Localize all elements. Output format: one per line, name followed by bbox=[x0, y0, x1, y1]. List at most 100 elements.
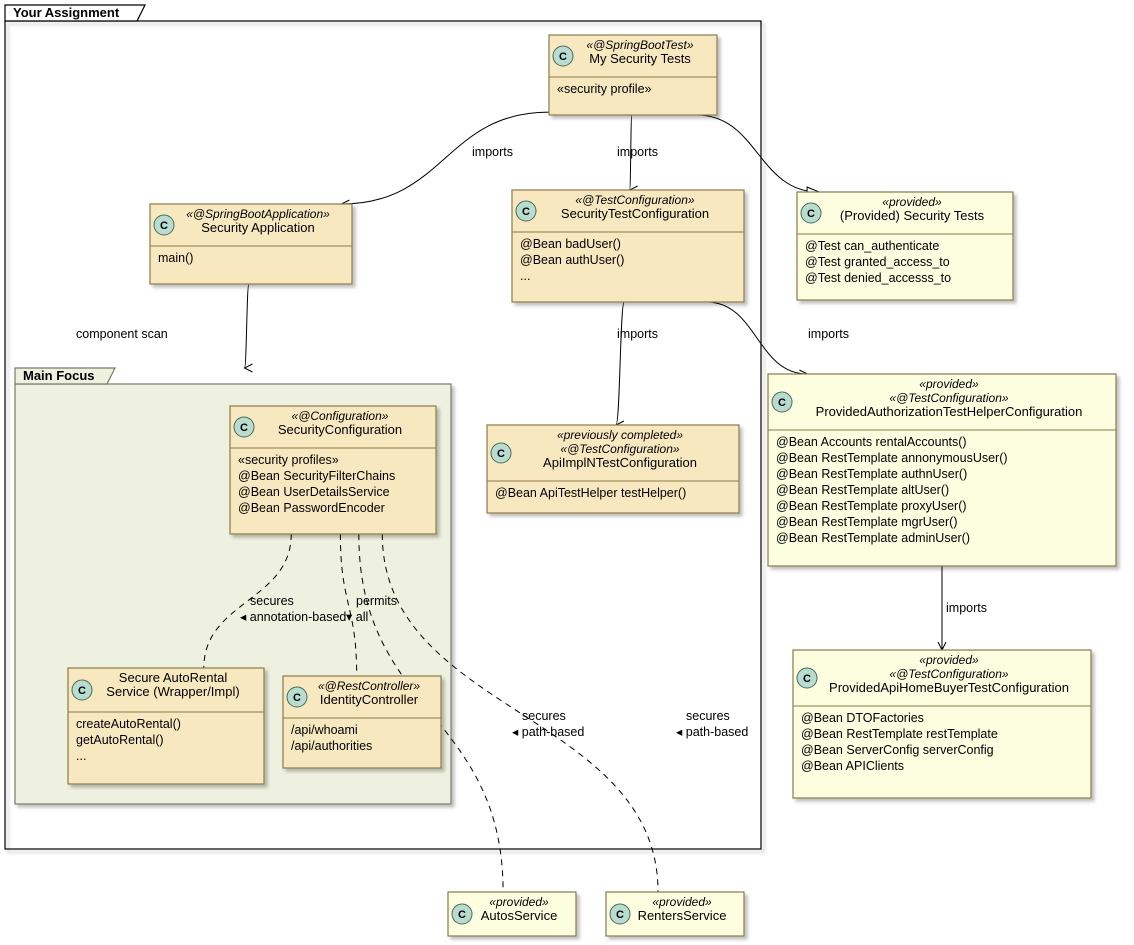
svg-text:◂ path-based: ◂ path-based bbox=[512, 725, 584, 739]
uml-diagram: Your Assignment Main Focus C «@SpringBootT… bbox=[0, 0, 1134, 945]
class-member: @Bean PasswordEncoder bbox=[238, 501, 385, 515]
class-securityApplication: C «@SpringBootApplication»Security Applic… bbox=[150, 204, 352, 284]
class-name: SecurityTestConfiguration bbox=[561, 206, 709, 221]
svg-text:C: C bbox=[807, 208, 815, 220]
edge-label: imports bbox=[617, 145, 658, 159]
svg-text:C: C bbox=[803, 673, 811, 685]
stereotype: «@TestConfiguration» bbox=[560, 442, 679, 456]
edge-label: secures bbox=[250, 594, 294, 608]
svg-text:◂ annotation-based: ◂ annotation-based bbox=[240, 610, 346, 624]
class-name: AutosService bbox=[481, 908, 558, 923]
class-member: @Bean Accounts rentalAccounts() bbox=[776, 435, 967, 449]
stereotype: «provided» bbox=[919, 653, 979, 667]
class-member: getAutoRental() bbox=[76, 733, 164, 747]
class-securityConfiguration: C «@Configuration»SecurityConfiguration «s… bbox=[230, 406, 436, 534]
stereotype: «provided» bbox=[919, 377, 979, 391]
stereotype: «@TestConfiguration» bbox=[575, 193, 694, 207]
edge-label: imports bbox=[472, 145, 513, 159]
svg-text:C: C bbox=[497, 448, 505, 460]
svg-text:▾ all: ▾ all bbox=[346, 610, 368, 624]
class-identityController: C «@RestController»IdentityController/api… bbox=[283, 676, 441, 768]
svg-text:C: C bbox=[458, 909, 466, 921]
class-secureAutoRental: C Secure AutoRentalService (Wrapper/Impl)… bbox=[68, 668, 264, 784]
class-member: @Bean RestTemplate authnUser() bbox=[776, 467, 967, 481]
class-member: @Test can_authenticate bbox=[805, 239, 939, 253]
class-rentersService: C «provided»RentersService bbox=[606, 892, 744, 936]
edge-label: imports bbox=[617, 327, 658, 341]
class-member: ... bbox=[520, 269, 530, 283]
svg-text:C: C bbox=[160, 220, 168, 232]
svg-text:C: C bbox=[240, 422, 248, 434]
svg-text:C: C bbox=[78, 685, 86, 697]
frame-label: Main Focus bbox=[23, 368, 95, 383]
class-member: @Bean RestTemplate restTemplate bbox=[801, 727, 998, 741]
stereotype: «@RestController» bbox=[318, 679, 421, 693]
class-name: IdentityController bbox=[320, 692, 419, 707]
class-providedApiHomeBuyer: C «provided»«@TestConfiguration»ProvidedA… bbox=[793, 650, 1091, 798]
class-member: @Bean authUser() bbox=[520, 253, 624, 267]
class-name: Secure AutoRental bbox=[119, 670, 228, 685]
svg-text:C: C bbox=[293, 692, 301, 704]
class-name: RentersService bbox=[638, 908, 727, 923]
stereotype: «@SpringBootApplication» bbox=[186, 207, 330, 221]
class-member: @Bean SecurityFilterChains bbox=[238, 469, 395, 483]
edge bbox=[697, 115, 819, 192]
svg-text:C: C bbox=[616, 909, 624, 921]
class-securityTestConfiguration: C «@TestConfiguration»SecurityTestConfigu… bbox=[512, 190, 744, 302]
class-name: My Security Tests bbox=[589, 51, 691, 66]
class-member: @Bean RestTemplate mgrUser() bbox=[776, 515, 958, 529]
class-member: @Bean ServerConfig serverConfig bbox=[801, 743, 994, 757]
class-member: «security profiles» bbox=[238, 453, 339, 467]
class-member: main() bbox=[158, 251, 193, 265]
edge-label: component scan bbox=[76, 327, 168, 341]
stereotype: «@SpringBootTest» bbox=[586, 38, 693, 52]
class-member: @Bean ApiTestHelper testHelper() bbox=[495, 486, 686, 500]
class-name: Security Application bbox=[201, 220, 314, 235]
frame-label: Your Assignment bbox=[13, 5, 120, 20]
class-mySecurityTests: C «@SpringBootTest»My Security Tests «secu… bbox=[549, 35, 717, 115]
class-member: ... bbox=[76, 749, 86, 763]
class-apiImplNTestConfiguration: C «previously completed»«@TestConfigurati… bbox=[487, 425, 739, 513]
class-member: @Bean RestTemplate altUser() bbox=[776, 483, 949, 497]
class-name: ProvidedApiHomeBuyerTestConfiguration bbox=[829, 680, 1069, 695]
class-member: createAutoRental() bbox=[76, 717, 181, 731]
class-name: SecurityConfiguration bbox=[278, 422, 402, 437]
stereotype: «provided» bbox=[882, 195, 942, 209]
edge-label: imports bbox=[946, 601, 987, 615]
class-member: «security profile» bbox=[557, 82, 652, 96]
svg-text:C: C bbox=[522, 206, 530, 218]
stereotype: «@TestConfiguration» bbox=[889, 667, 1008, 681]
svg-text:C: C bbox=[559, 51, 567, 63]
class-member: @Test granted_access_to bbox=[805, 255, 950, 269]
edge-label: imports bbox=[808, 327, 849, 341]
class-providedSecurityTests: C «provided»(Provided) Security Tests @Tes… bbox=[797, 192, 1013, 300]
edge bbox=[616, 302, 624, 425]
class-name: (Provided) Security Tests bbox=[840, 208, 985, 223]
edge-label: secures bbox=[686, 709, 730, 723]
class-member: /api/authorities bbox=[291, 739, 372, 753]
class-member: /api/whoami bbox=[291, 723, 358, 737]
stereotype: «previously completed» bbox=[557, 428, 683, 442]
class-member: @Bean APIClients bbox=[801, 759, 904, 773]
stereotype: «@Configuration» bbox=[292, 409, 389, 423]
svg-text:◂ path-based: ◂ path-based bbox=[676, 725, 748, 739]
class-name: ApiImplNTestConfiguration bbox=[543, 455, 697, 470]
class-name: ProvidedAuthorizationTestHelperConfigura… bbox=[816, 404, 1083, 419]
edge-label: secures bbox=[522, 709, 566, 723]
class-autosService: C «provided»AutosService bbox=[448, 892, 576, 936]
class-member: @Bean UserDetailsService bbox=[238, 485, 390, 499]
class-member: @Bean DTOFactories bbox=[801, 711, 924, 725]
stereotype: «@TestConfiguration» bbox=[889, 391, 1008, 405]
svg-text:C: C bbox=[778, 397, 786, 409]
class-member: @Bean RestTemplate annonymousUser() bbox=[776, 451, 1008, 465]
class-member: @Bean RestTemplate adminUser() bbox=[776, 531, 970, 545]
stereotype: «provided» bbox=[489, 895, 549, 909]
class-providedAuthzHelper: C «provided»«@TestConfiguration»ProvidedA… bbox=[768, 374, 1116, 566]
class-member: @Test denied_accesss_to bbox=[805, 271, 951, 285]
stereotype: «provided» bbox=[652, 895, 712, 909]
edge bbox=[707, 302, 808, 374]
class-member: @Bean RestTemplate proxyUser() bbox=[776, 499, 967, 513]
svg-text:Service (Wrapper/Impl): Service (Wrapper/Impl) bbox=[106, 684, 239, 699]
class-member: @Bean badUser() bbox=[520, 237, 621, 251]
edge bbox=[244, 284, 248, 368]
